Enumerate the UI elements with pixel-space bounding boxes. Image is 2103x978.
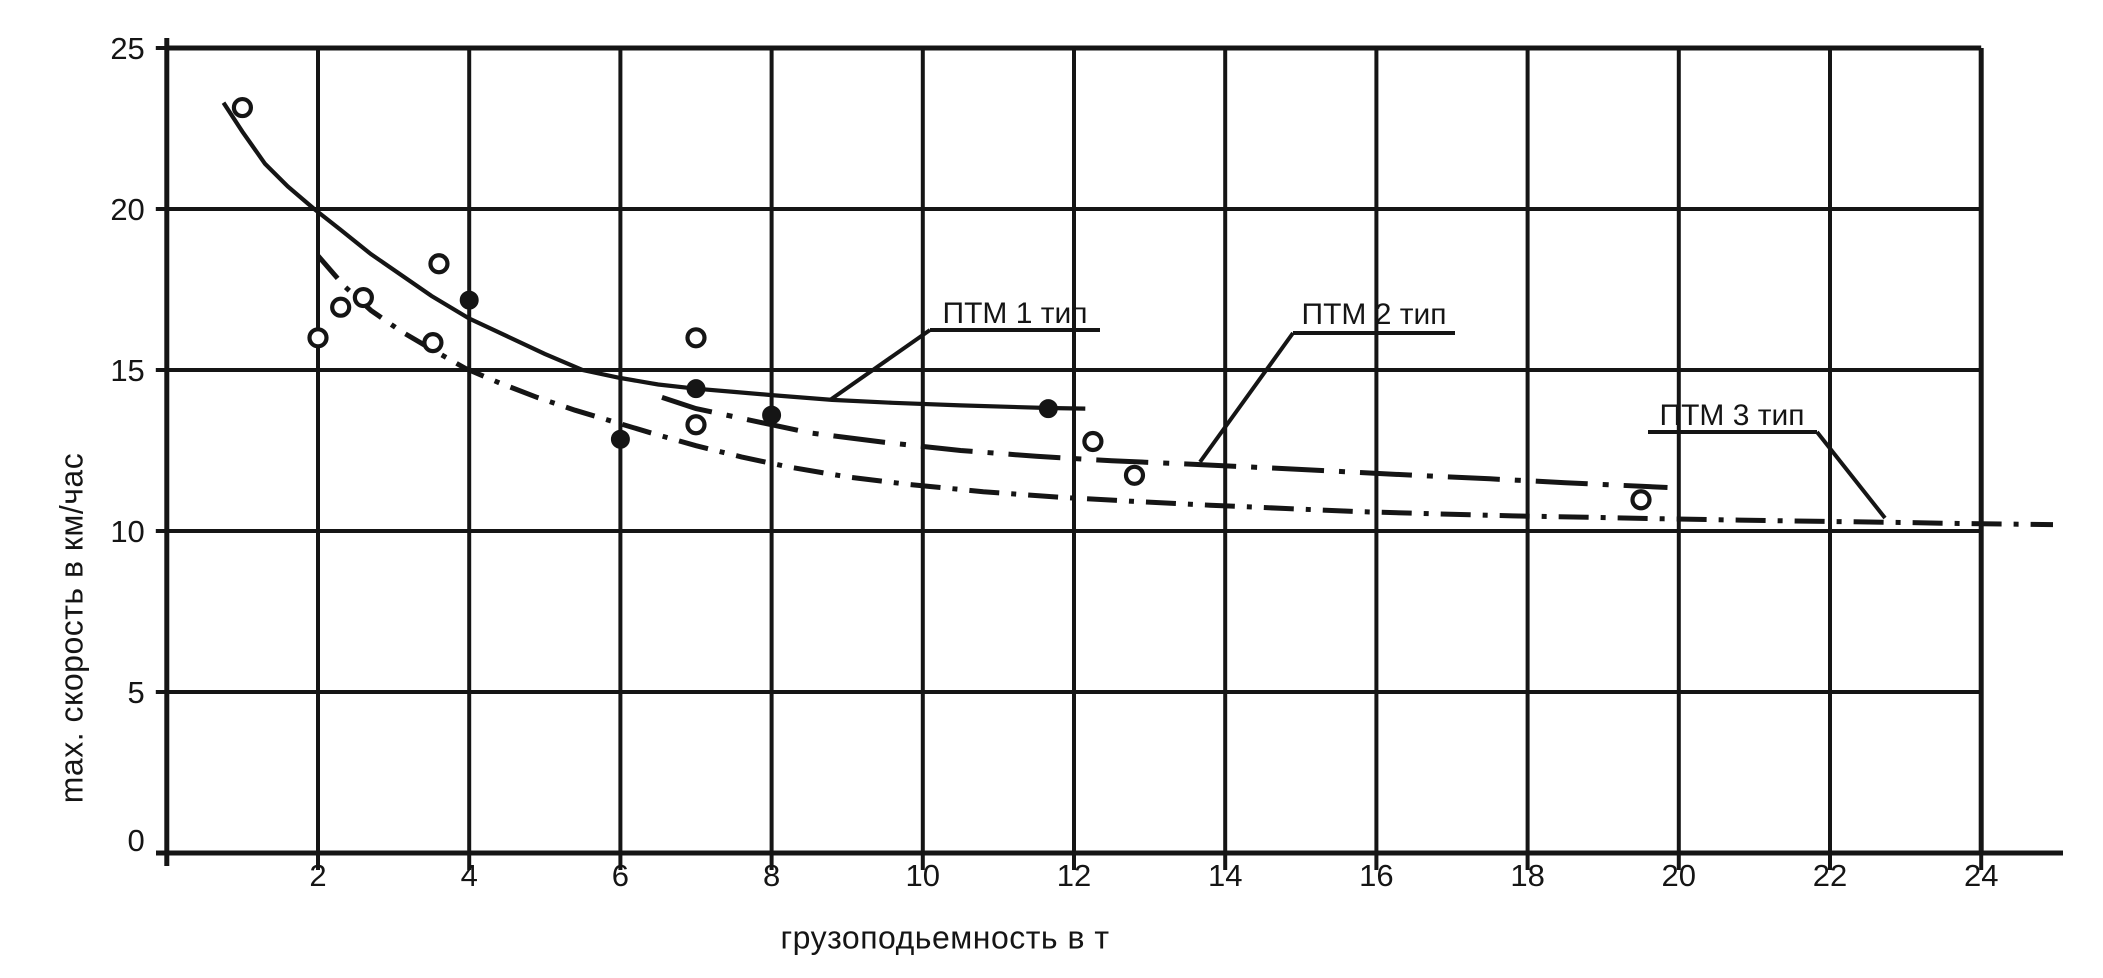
scatter-point-filled [1038, 399, 1058, 419]
x-tick-label: 16 [1359, 858, 1393, 893]
y-tick-label: 15 [110, 353, 144, 388]
annotation-label-3: ПТМ 3 тип [1660, 399, 1805, 432]
scatter-point-open [307, 327, 329, 349]
scatter-point-open [330, 296, 352, 318]
x-tick-label: 4 [461, 858, 478, 893]
annotation-label-2: ПТМ 2 тип [1302, 298, 1447, 331]
annotation-label-1: ПТМ 1 тип [943, 297, 1088, 330]
scatter-point-open [685, 327, 707, 349]
x-tick-label: 6 [612, 858, 629, 893]
y-tick-label: 0 [128, 823, 145, 858]
x-tick-label: 2 [309, 858, 326, 893]
y-tick-label: 10 [110, 514, 144, 549]
scatter-point-open [428, 253, 450, 275]
scatter-point-open [1630, 489, 1652, 511]
x-tick-label: 24 [1964, 858, 1998, 893]
scatter-point-filled [762, 405, 782, 425]
y-tick-label: 20 [110, 192, 144, 227]
scatter-point-open [422, 332, 444, 354]
x-tick-label: 14 [1208, 858, 1242, 893]
x-tick-label: 22 [1813, 858, 1847, 893]
scatter-point-open [231, 96, 253, 119]
scatter-point-filled [459, 290, 479, 310]
curve-series-1 [221, 101, 1086, 411]
x-tick-label: 20 [1662, 858, 1696, 893]
y-tick-label: 5 [128, 675, 145, 710]
y-tick-label: 25 [110, 31, 144, 66]
x-tick-label: 10 [906, 858, 940, 893]
x-tick-label: 8 [763, 858, 780, 893]
x-tick-label: 18 [1510, 858, 1544, 893]
scatter-point-open [1123, 464, 1146, 486]
scatter-point-filled [610, 429, 630, 449]
x-axis-title: грузоподьемность в т [780, 919, 1110, 956]
annotation-leader-3 [1815, 430, 1887, 520]
scatter-point-filled [686, 379, 706, 399]
scatter-point-open [352, 286, 374, 309]
curve-series-3 [316, 254, 2054, 528]
scatter-point-open [1082, 430, 1104, 453]
scatter-point-open [685, 414, 707, 436]
annotation-leader-2 [1198, 331, 1295, 464]
curve-series-2 [661, 395, 1668, 490]
x-tick-label: 12 [1057, 858, 1091, 893]
annotation-leader-1 [828, 328, 932, 402]
y-axis-title: max. скорость в км/час [53, 452, 90, 804]
